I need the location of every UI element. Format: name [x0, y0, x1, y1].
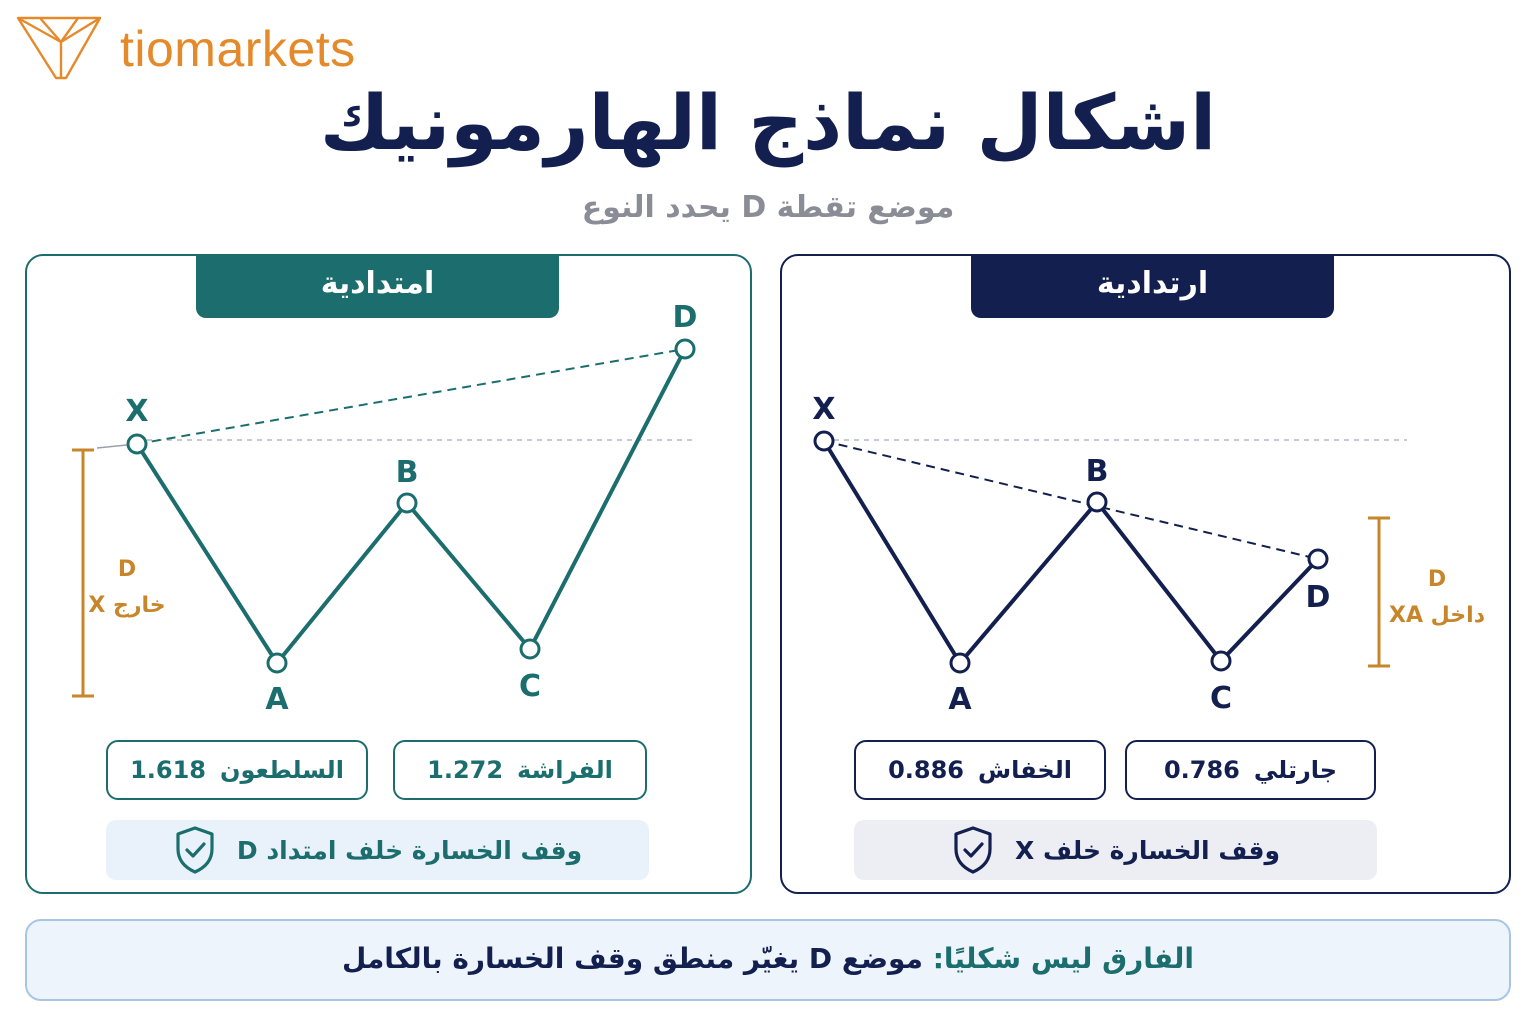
ratio-value: 1.272: [427, 756, 504, 784]
point-a-label: A: [265, 682, 289, 717]
ratio-value: 0.786: [1163, 756, 1240, 784]
x-to-d-dashed-line: [823, 440, 1319, 560]
point-x-label: X: [812, 392, 835, 427]
point-x-marker: [813, 430, 835, 452]
stop-loss-text: وقف الخسارة خلف امتداد D: [236, 835, 583, 865]
ratio-name: جارتلي: [1253, 756, 1338, 784]
point-b-label: B: [1086, 454, 1109, 489]
pattern-legs: [822, 439, 1320, 665]
point-d-marker: [674, 338, 696, 360]
continuation-header: امتدادية: [196, 254, 559, 318]
zone-label-d: D: [118, 557, 136, 582]
point-d-label: D: [673, 300, 698, 335]
footer-lead: الفارق ليس شكليًا:: [932, 942, 1195, 975]
point-a-marker: [949, 652, 971, 674]
ratio-box-crab: السلطعون 1.618: [106, 740, 368, 800]
point-d-marker: [1307, 548, 1329, 570]
reversal-diagram: X A B C D D داخل XA: [812, 392, 1485, 717]
brand-name: tiomarkets: [120, 21, 356, 77]
page-subtitle: موضع تقطة D يحدد النوع: [581, 190, 955, 225]
x-to-d-dashed-line: [136, 348, 686, 445]
page-title: اشكال نماذج الهارمونيك: [319, 78, 1217, 167]
zone-bracket: [72, 448, 94, 698]
shield-check-icon: [176, 826, 214, 874]
stop-loss-note: وقف الخسارة خلف امتداد D: [106, 820, 649, 880]
zone-label: خارج X: [88, 593, 165, 618]
point-c-label: C: [519, 669, 541, 704]
reversal-panel: ارتدادية X A B C D D داخل XA جارتلي 0.78…: [780, 254, 1511, 894]
continuation-panel: امتدادية D خارج X X A B C D الفراشة 1.27…: [25, 254, 752, 894]
point-c-marker: [1210, 650, 1232, 672]
point-b-marker: [396, 492, 418, 514]
ratio-value: 0.886: [888, 756, 964, 784]
ratio-name: السلطعون: [220, 756, 344, 784]
zone-label: داخل XA: [1389, 603, 1485, 628]
footer-note: الفارق ليس شكليًا: موضع D يغيّر منطق وقف…: [25, 919, 1511, 1001]
point-b-label: B: [396, 455, 419, 490]
point-a-marker: [266, 652, 288, 674]
point-b-marker: [1086, 491, 1108, 513]
point-x-marker: [126, 433, 148, 455]
ratio-value: 1.618: [130, 756, 206, 784]
shield-check-icon: [954, 826, 992, 874]
ratio-name: الخفاش: [978, 756, 1072, 784]
point-a-label: A: [948, 682, 972, 717]
ratio-box-butterfly: الفراشة 1.272: [393, 740, 647, 800]
ratio-name: الفراشة: [517, 756, 613, 784]
point-d-label: D: [1306, 580, 1331, 615]
ratio-box-gartley: جارتلي 0.786: [1125, 740, 1376, 800]
continuation-diagram: D خارج X X A B C D: [72, 300, 698, 717]
tio-shield-icon: [16, 16, 102, 80]
stop-loss-text: وقف الخسارة خلف X: [1014, 835, 1281, 865]
point-c-marker: [519, 638, 541, 660]
footer-text: موضع D يغيّر منطق وقف الخسارة بالكامل: [341, 942, 923, 975]
zone-bracket: [1368, 516, 1390, 668]
reversal-header: ارتدادية: [971, 254, 1334, 318]
point-c-label: C: [1210, 681, 1232, 716]
brand-logo: tiomarkets: [14, 12, 414, 82]
point-x-label: X: [125, 394, 148, 429]
zone-label-d: D: [1428, 567, 1446, 592]
ratio-box-bat: الخفاش 0.886: [854, 740, 1106, 800]
stop-loss-note: وقف الخسارة خلف X: [854, 820, 1377, 880]
